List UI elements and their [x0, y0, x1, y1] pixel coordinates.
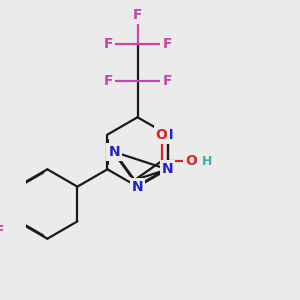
Text: F: F [162, 38, 172, 51]
Text: F: F [103, 74, 113, 88]
Text: F: F [0, 224, 5, 239]
Text: N: N [108, 145, 120, 159]
Text: O: O [185, 154, 197, 168]
Text: H: H [202, 154, 213, 168]
Text: F: F [103, 38, 113, 51]
Text: F: F [133, 8, 142, 22]
Text: N: N [162, 162, 173, 176]
Text: O: O [156, 128, 167, 142]
Text: N: N [132, 180, 143, 194]
Text: N: N [162, 128, 173, 142]
Text: F: F [162, 74, 172, 88]
